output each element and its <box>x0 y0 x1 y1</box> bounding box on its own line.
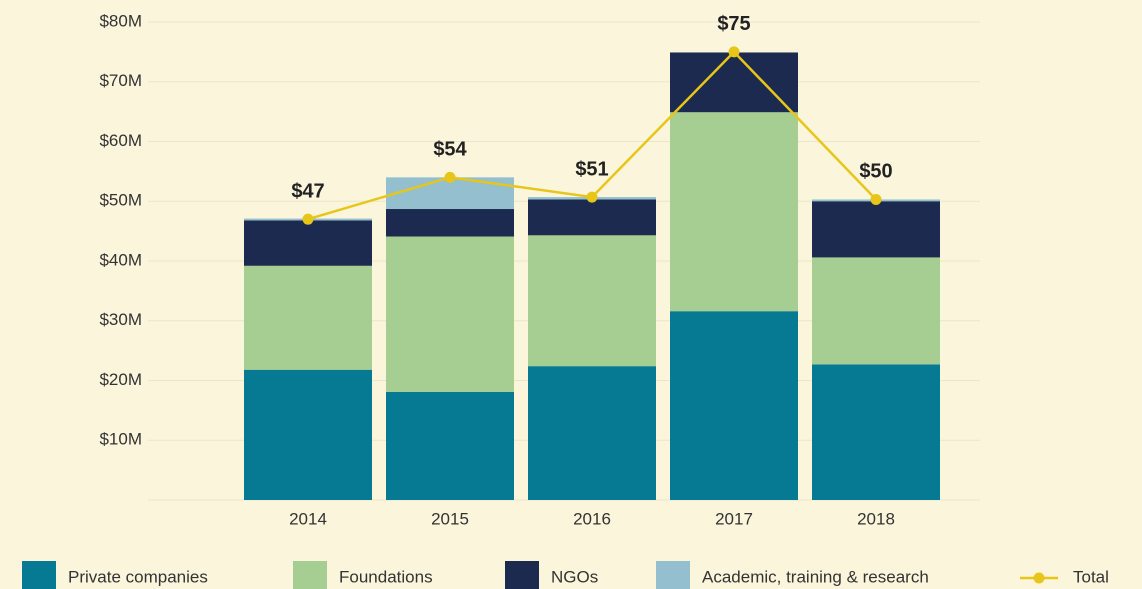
total-point <box>728 46 740 58</box>
bar-segment <box>670 311 798 500</box>
y-tick-label: $10M <box>99 430 142 449</box>
bar-segment <box>670 52 798 113</box>
legend-label: Total <box>1073 567 1109 586</box>
bar-segment <box>386 391 514 500</box>
y-tick-label: $80M <box>99 11 142 30</box>
total-point <box>302 213 314 225</box>
legend-swatch <box>293 561 327 589</box>
x-tick-label: 2015 <box>431 509 469 528</box>
x-tick-label: 2017 <box>715 509 753 528</box>
y-tick-label: $20M <box>99 370 142 389</box>
bar-segment <box>812 201 940 258</box>
bar-segment <box>244 220 372 266</box>
bar-segment <box>812 364 940 500</box>
bar-segment <box>670 112 798 312</box>
legend-marker <box>1033 572 1045 584</box>
bar-segment <box>528 199 656 236</box>
legend-swatch <box>22 561 56 589</box>
legend-label: NGOs <box>551 567 598 586</box>
legend-swatch <box>656 561 690 589</box>
legend-swatch <box>505 561 539 589</box>
bar-segment <box>528 235 656 367</box>
y-tick-label: $70M <box>99 71 142 90</box>
total-point <box>444 171 456 183</box>
y-tick-label: $50M <box>99 191 142 210</box>
x-tick-label: 2016 <box>573 509 611 528</box>
total-point <box>586 191 598 203</box>
legend-label: Private companies <box>68 567 208 586</box>
bar-segment <box>386 236 514 392</box>
y-tick-label: $30M <box>99 310 142 329</box>
y-tick-label: $60M <box>99 131 142 150</box>
bar-segment <box>812 257 940 365</box>
bar-segment <box>386 209 514 237</box>
y-tick-label: $40M <box>99 250 142 269</box>
x-tick-label: 2014 <box>289 509 327 528</box>
data-label: $51 <box>575 158 608 180</box>
bar-segment <box>244 369 372 500</box>
bar-segment <box>528 366 656 500</box>
total-point <box>870 193 882 205</box>
legend-label: Foundations <box>339 567 433 586</box>
data-label: $47 <box>291 180 324 202</box>
data-label: $54 <box>433 139 467 161</box>
legend-label: Academic, training & research <box>702 567 929 586</box>
bar-segment <box>244 265 372 370</box>
data-label: $50 <box>859 161 892 183</box>
x-tick-label: 2018 <box>857 509 895 528</box>
data-label: $75 <box>717 13 750 35</box>
